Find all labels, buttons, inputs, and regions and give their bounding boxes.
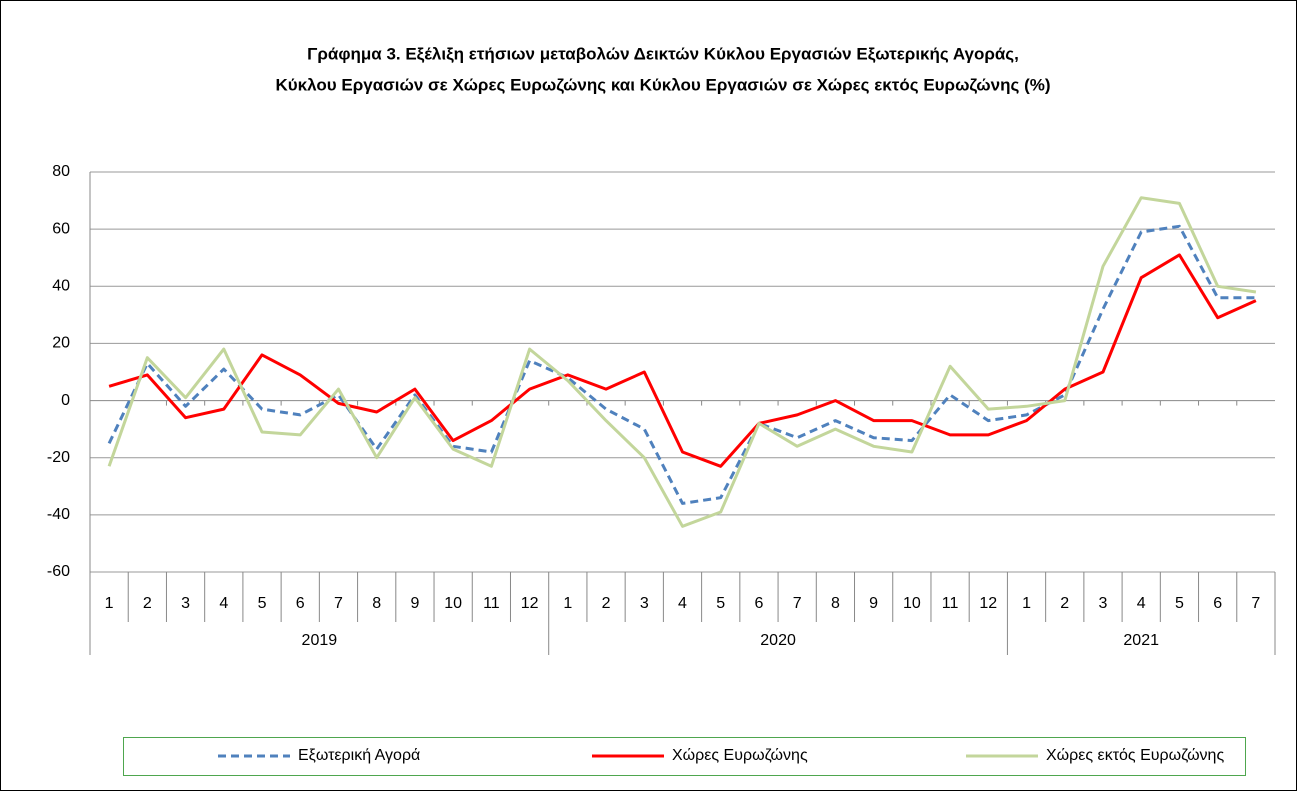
- x-tick-label: 8: [831, 595, 840, 612]
- series-line: [107, 224, 1256, 505]
- x-tick-label: 6: [296, 595, 305, 612]
- x-tick-label: 7: [793, 595, 802, 612]
- x-tick-label: 5: [716, 595, 725, 612]
- x-tick-label: 9: [869, 595, 878, 612]
- chart-title: Κύκλου Εργασιών σε Χώρες Ευρωζώνης και Κ…: [275, 75, 1050, 94]
- legend-label: Χώρες εκτός Ευρωζώνης: [1046, 747, 1224, 764]
- x-tick-label: 1: [1022, 595, 1031, 612]
- series-line: [108, 253, 1257, 468]
- x-tick-label: 12: [979, 595, 997, 612]
- x-tick-label: 8: [372, 595, 381, 612]
- x-tick-label: 10: [903, 595, 921, 612]
- x-tick-label: 3: [181, 595, 190, 612]
- x-tick-label: 10: [444, 595, 462, 612]
- x-tick-label: 4: [678, 595, 687, 612]
- x-tick-label: 6: [1213, 595, 1222, 612]
- y-tick-label: -40: [47, 506, 70, 523]
- x-tick-label: 2: [1060, 595, 1069, 612]
- series-line: [107, 196, 1257, 528]
- y-tick-label: -20: [47, 449, 70, 466]
- x-tick-label: 4: [219, 595, 228, 612]
- chart-title: Γράφημα 3. Εξέλιξη ετήσιων μεταβολών Δει…: [307, 44, 1019, 63]
- x-tick-label: 1: [563, 595, 572, 612]
- y-tick-label: 40: [52, 278, 70, 295]
- x-tick-label: 5: [1175, 595, 1184, 612]
- x-tick-label: 7: [1251, 595, 1260, 612]
- x-tick-label: 2: [143, 595, 152, 612]
- x-tick-label: 11: [942, 595, 959, 612]
- x-tick-label: 9: [410, 595, 419, 612]
- x-tick-label: 5: [258, 595, 267, 612]
- y-tick-label: 60: [52, 220, 70, 237]
- x-tick-label: 6: [754, 595, 763, 612]
- x-tick-label: 12: [521, 595, 539, 612]
- y-tick-label: 0: [61, 392, 70, 409]
- x-tick-label: 11: [483, 595, 500, 612]
- x-tick-label: 3: [640, 595, 649, 612]
- y-tick-label: 20: [52, 335, 70, 352]
- x-tick-label: 7: [334, 595, 343, 612]
- legend-label: Εξωτερική Αγορά: [298, 747, 420, 764]
- y-tick-label: -60: [47, 563, 70, 580]
- y-tick-label: 80: [52, 163, 70, 180]
- legend-label: Χώρες Ευρωζώνης: [672, 747, 808, 764]
- group-label: 2021: [1123, 632, 1159, 649]
- group-label: 2019: [302, 632, 338, 649]
- x-tick-label: 1: [105, 595, 114, 612]
- x-tick-label: 2: [602, 595, 611, 612]
- x-tick-label: 4: [1137, 595, 1146, 612]
- x-tick-label: 3: [1099, 595, 1108, 612]
- legend-box: [123, 737, 1246, 776]
- group-label: 2020: [760, 632, 796, 649]
